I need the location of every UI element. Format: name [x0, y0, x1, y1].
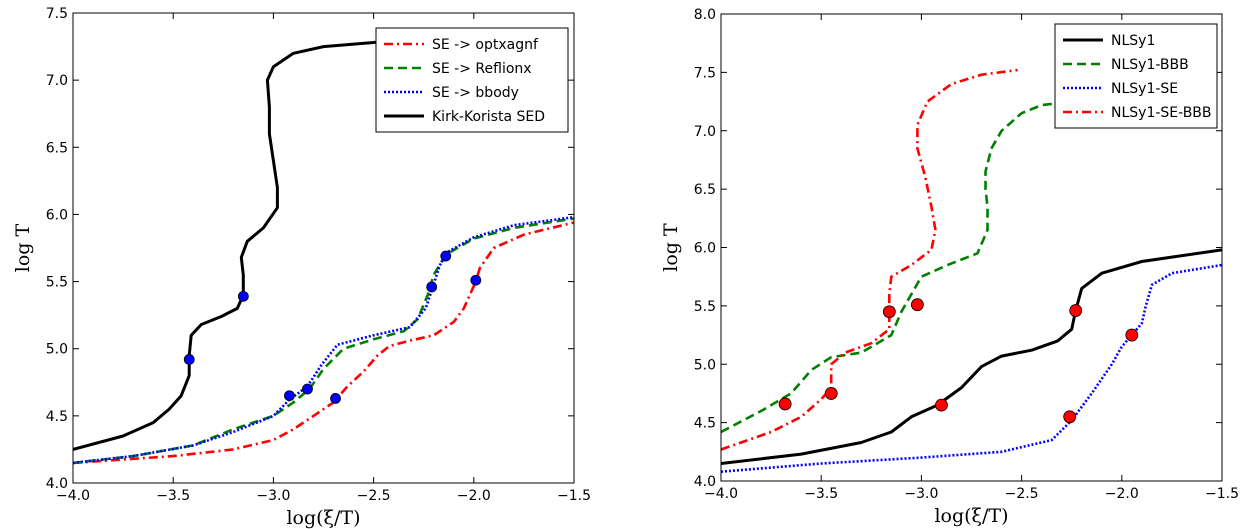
- y-tick-label: 4.5: [46, 409, 68, 425]
- chart-panel-2: −4.0 −3.5 −3.0 −2.5 −2.0 −1.5 4.0 4.5 5.0 5.5 6.0 6…: [660, 7, 1239, 527]
- x-tick-label: −3.5: [804, 486, 838, 502]
- legend: NLSy1 NLSy1-BBB NLSy1-SE NLSy1-SE-BBB: [1054, 23, 1218, 129]
- series-line-2: [721, 100, 1072, 434]
- x-tick-label: −2.5: [357, 488, 391, 504]
- x-axis-label: log(ξ/T): [934, 505, 1008, 527]
- data-marker-8: [470, 274, 482, 286]
- y-tick-label: 7.5: [46, 6, 68, 22]
- data-marker-3: [284, 390, 295, 402]
- data-marker-1: [778, 397, 792, 411]
- data-marker-5: [935, 398, 948, 412]
- y-tick-label: 5.5: [694, 299, 716, 315]
- x-tick-label: −2.0: [457, 488, 491, 504]
- data-marker-4: [910, 298, 924, 312]
- y-tick-label: 5.0: [694, 357, 716, 373]
- legend-label-4: Kirk-Korista SED: [432, 109, 545, 125]
- y-tick-label: 5.0: [46, 342, 68, 358]
- x-tick-label: −1.5: [557, 488, 591, 504]
- legend-label-3: NLSy1-SE: [1111, 81, 1178, 97]
- data-marker-8: [1125, 328, 1139, 342]
- data-marker-2: [824, 387, 838, 400]
- x-tick-label: −4.0: [704, 486, 738, 502]
- legend: SE -> optxagnf SE -> Reflionx SE -> bbody K…: [375, 27, 569, 133]
- x-tick-label: −4.0: [56, 488, 90, 504]
- y-tick-label: 5.5: [46, 275, 68, 291]
- x-axis-label: log(ξ/T): [286, 507, 360, 529]
- data-marker-7: [440, 250, 452, 262]
- data-marker-4: [302, 383, 313, 395]
- plot-frame: [72, 12, 575, 484]
- x-tick-label: −3.5: [156, 488, 190, 504]
- data-marker-5: [330, 392, 341, 404]
- x-tick-label: −2.0: [1105, 486, 1139, 502]
- data-marker-3: [882, 305, 896, 319]
- legend-label-2: SE -> Reflionx: [432, 61, 532, 77]
- series-line-4: [721, 68, 1018, 451]
- y-axis-label: log T: [660, 223, 682, 272]
- series-line-1: [73, 221, 574, 465]
- y-tick-label: 8.0: [694, 7, 716, 23]
- y-tick-label: 6.0: [694, 241, 716, 257]
- y-tick-label: 7.0: [46, 73, 68, 89]
- y-tick-label: 7.0: [694, 124, 716, 140]
- x-tick-label: −3.0: [256, 488, 290, 504]
- x-tick-label: −3.0: [904, 486, 938, 502]
- y-tick-label: 6.0: [46, 207, 68, 223]
- y-tick-label: 6.5: [694, 182, 716, 198]
- legend-label-1: NLSy1: [1111, 33, 1155, 49]
- data-marker-1: [183, 354, 195, 365]
- y-axis-label: log T: [12, 223, 34, 272]
- series-line-3: [721, 263, 1222, 473]
- legend-label-4: NLSy1-SE-BBB: [1111, 105, 1212, 121]
- data-marker-7: [1063, 410, 1077, 424]
- legend-label-2: NLSy1-BBB: [1111, 57, 1189, 73]
- y-tick-label: 7.5: [694, 65, 716, 81]
- x-tick-label: −2.5: [1005, 486, 1039, 502]
- series-line-1: [721, 248, 1222, 465]
- chart-panel-1: −4.0 −3.5 −3.0 −2.5 −2.0 −1.5 4.0 4.5 5.0 5.5 6.0 6…: [12, 6, 591, 529]
- series-line-4: [73, 38, 404, 451]
- y-tick-label: 4.0: [694, 474, 716, 490]
- series-line-2: [73, 217, 574, 465]
- data-marker-6: [1069, 304, 1083, 317]
- x-tick-label: −1.5: [1205, 486, 1239, 502]
- series-line-3: [73, 215, 574, 465]
- data-marker-2: [237, 290, 249, 302]
- data-marker-6: [426, 281, 438, 293]
- y-tick-label: 6.5: [46, 140, 68, 156]
- y-tick-label: 4.0: [46, 476, 68, 492]
- legend-label-3: SE -> bbody: [432, 85, 519, 101]
- legend-label-1: SE -> optxagnf: [432, 37, 539, 53]
- y-tick-label: 4.5: [694, 416, 716, 432]
